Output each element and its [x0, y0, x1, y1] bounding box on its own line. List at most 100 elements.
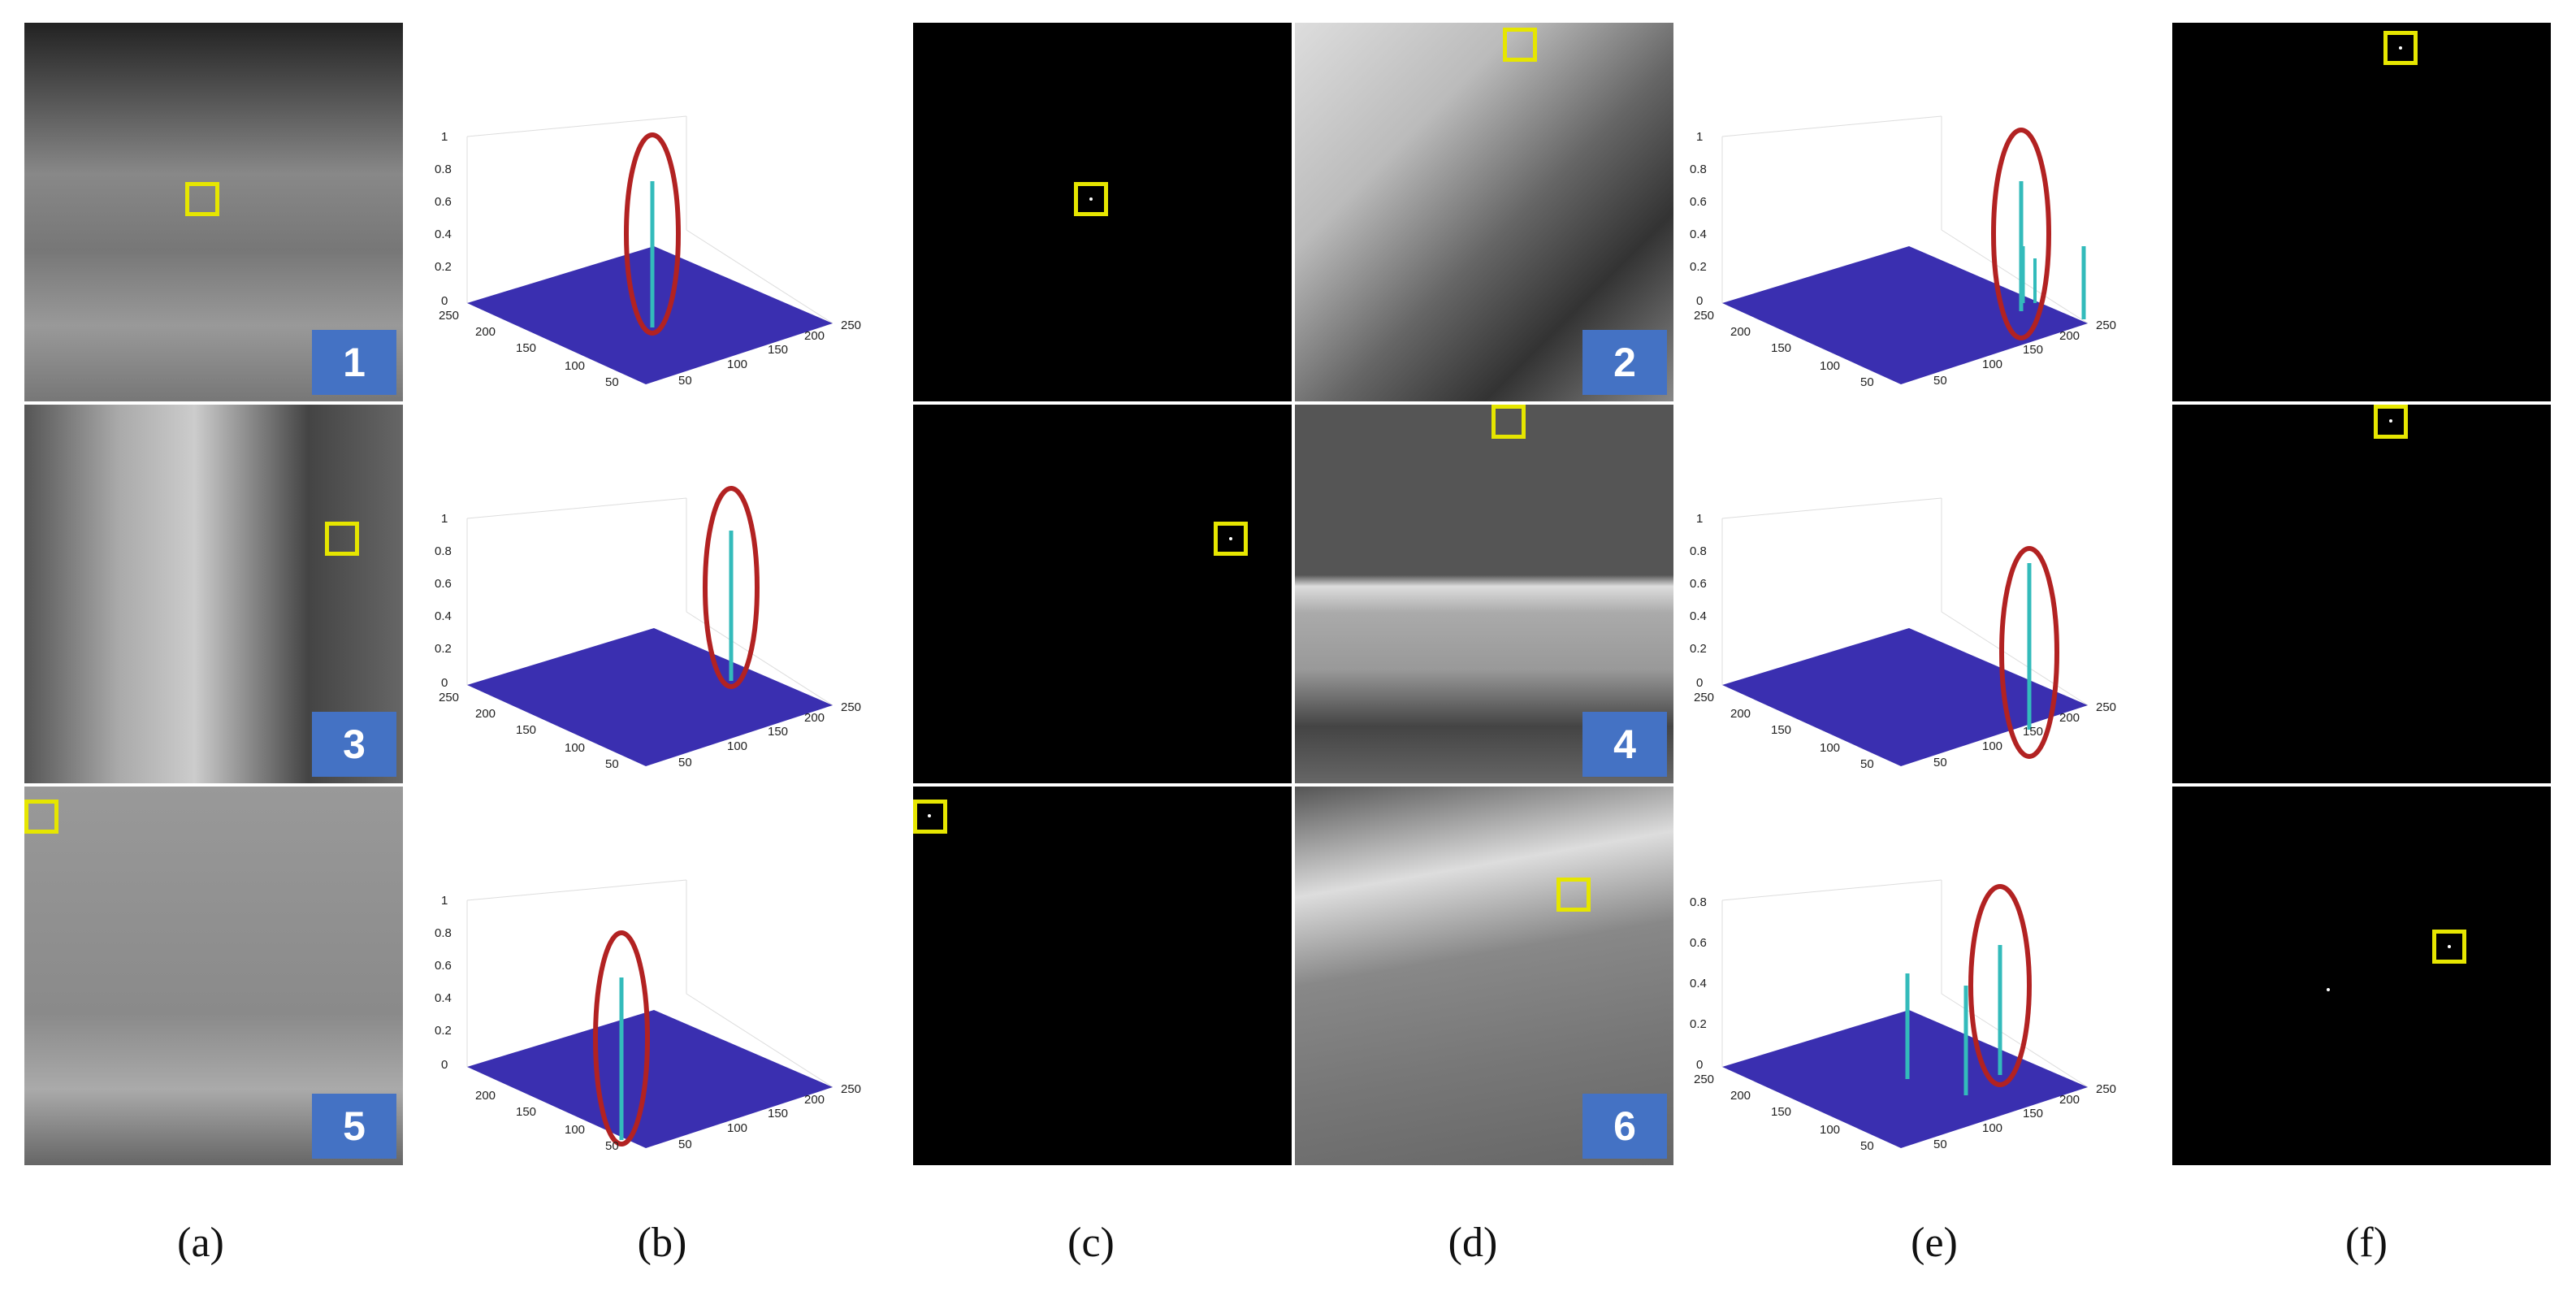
sample-badge-3: 3 [312, 712, 396, 777]
y-tick: 100 [565, 1123, 585, 1137]
detected-target [1229, 537, 1232, 540]
panel-f-4 [2172, 405, 2551, 783]
z-tick: 0.2 [435, 642, 452, 656]
x-tick: 250 [2096, 319, 2116, 332]
x-tick: 200 [804, 329, 825, 343]
surface-plot-b-5: 0 0.2 0.4 0.6 0.8 1 200 150 100 50 50 10… [435, 879, 861, 1153]
y-tick: 100 [1820, 1123, 1840, 1137]
x-tick: 150 [2023, 725, 2043, 739]
x-tick: 200 [804, 1093, 825, 1107]
sample-badge-4: 4 [1582, 712, 1667, 777]
y-tick: 100 [565, 359, 585, 373]
x-tick: 50 [1933, 1138, 1947, 1151]
panel-f-6 [2172, 787, 2551, 1165]
panel-d-6: 6 [1295, 787, 1673, 1165]
z-tick: 0.4 [435, 609, 452, 623]
x-tick: 250 [841, 700, 861, 714]
x-tick: 150 [768, 725, 788, 739]
subfigure-label-e: (e) [1911, 1220, 1958, 1266]
x-tick: 50 [1933, 756, 1947, 769]
x-tick: 150 [768, 1107, 788, 1120]
detected-target [2448, 945, 2451, 948]
x-tick: 100 [727, 358, 747, 371]
x-tick: 50 [678, 374, 692, 388]
sample-badge-6: 6 [1582, 1094, 1667, 1159]
x-tick: 250 [841, 1082, 861, 1096]
panel-d-2: 2 [1295, 23, 1673, 401]
x-tick: 100 [1982, 1121, 2002, 1135]
x-tick: 250 [2096, 1082, 2116, 1096]
z-tick: 0 [1696, 294, 1703, 308]
z-tick: 0.6 [435, 577, 452, 591]
y-tick: 50 [605, 375, 619, 389]
z-tick: 0.4 [435, 991, 452, 1005]
z-tick: 0.4 [435, 228, 452, 241]
x-tick: 200 [2059, 329, 2080, 343]
subfigure-label-f: (f) [2345, 1220, 2388, 1266]
y-tick: 50 [605, 1139, 619, 1153]
x-tick: 100 [1982, 739, 2002, 753]
y-tick: 250 [439, 691, 459, 704]
z-tick: 0.2 [435, 1024, 452, 1038]
y-tick: 200 [475, 707, 496, 721]
y-tick: 200 [1730, 707, 1751, 721]
y-tick: 250 [439, 309, 459, 323]
surface-plot-e-6: 0 0.2 0.4 0.6 0.8 250 200 150 100 50 50 … [1690, 879, 2116, 1153]
z-tick: 0.8 [1690, 544, 1707, 558]
y-tick: 200 [475, 325, 496, 339]
x-tick: 100 [727, 739, 747, 753]
y-tick: 50 [1860, 375, 1874, 389]
y-tick: 250 [1694, 691, 1714, 704]
z-tick: 0.8 [1690, 163, 1707, 176]
z-tick: 0.6 [1690, 936, 1707, 950]
x-tick: 50 [678, 756, 692, 769]
z-tick: 1 [1696, 130, 1703, 144]
target-box [2374, 405, 2408, 439]
surface-plot-b-1: 0 0.2 0.4 0.6 0.8 1 250 200 150 100 50 5… [435, 115, 861, 389]
x-tick: 150 [768, 343, 788, 357]
target-box [1503, 28, 1537, 62]
sample-badge-1: 1 [312, 330, 396, 395]
z-tick: 0.4 [1690, 228, 1707, 241]
x-tick: 50 [1933, 374, 1947, 388]
target-box [1214, 522, 1248, 556]
y-tick: 250 [1694, 1073, 1714, 1086]
x-tick: 50 [678, 1138, 692, 1151]
subfigure-label-d: (d) [1448, 1220, 1498, 1266]
z-tick: 1 [441, 512, 448, 526]
detected-target [928, 814, 931, 817]
x-tick: 100 [1982, 358, 2002, 371]
y-tick: 200 [1730, 325, 1751, 339]
target-box [1074, 182, 1108, 216]
y-tick: 250 [1694, 309, 1714, 323]
x-tick: 200 [2059, 711, 2080, 725]
x-tick: 150 [2023, 343, 2043, 357]
subfigure-label-a: (a) [177, 1220, 224, 1266]
y-tick: 150 [1771, 723, 1791, 737]
subfigure-label-b: (b) [637, 1220, 687, 1266]
panel-a-1: 1 [24, 23, 403, 401]
z-tick: 1 [441, 130, 448, 144]
z-tick: 0.2 [435, 260, 452, 274]
y-tick: 150 [516, 1105, 536, 1119]
panel-a-5: 5 [24, 787, 403, 1165]
panel-a-3: 3 [24, 405, 403, 783]
y-tick: 50 [1860, 757, 1874, 771]
y-tick: 150 [516, 341, 536, 355]
z-tick: 1 [1696, 512, 1703, 526]
z-tick: 0.8 [435, 544, 452, 558]
y-tick: 150 [1771, 341, 1791, 355]
z-tick: 0.6 [435, 195, 452, 209]
target-box [913, 800, 947, 834]
target-box [2432, 930, 2466, 964]
y-tick: 200 [1730, 1089, 1751, 1103]
detected-target [2399, 46, 2402, 50]
y-tick: 50 [1860, 1139, 1874, 1153]
x-tick: 250 [841, 319, 861, 332]
z-tick: 0 [1696, 1058, 1703, 1072]
z-tick: 0.2 [1690, 260, 1707, 274]
panel-c-5 [913, 787, 1292, 1165]
x-tick: 200 [804, 711, 825, 725]
target-box [1491, 405, 1526, 439]
z-tick: 0 [441, 294, 448, 308]
